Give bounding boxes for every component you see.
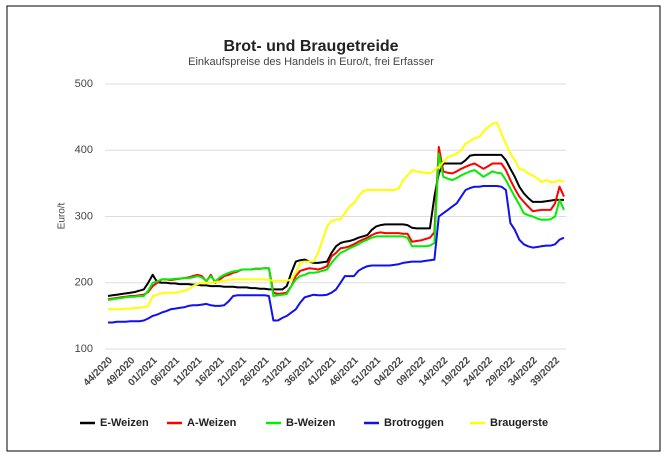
series-line bbox=[107, 152, 565, 301]
chart-title: Brot- und Braugetreide bbox=[223, 38, 398, 55]
frame bbox=[6, 5, 661, 452]
y-tick-label: 100 bbox=[75, 343, 93, 355]
series-line bbox=[108, 185, 565, 324]
chart-subtitle: Einkaufspreise des Handels in Euro/t, fr… bbox=[188, 56, 434, 68]
legend-label: A-Weizen bbox=[187, 417, 237, 429]
y-axis-label: Euro/t bbox=[57, 202, 68, 229]
y-tick-label: 200 bbox=[75, 277, 93, 289]
series-line bbox=[108, 121, 565, 311]
legend-label: B-Weizen bbox=[286, 417, 336, 429]
y-tick-label: 300 bbox=[75, 210, 93, 222]
legend-label: E-Weizen bbox=[100, 417, 149, 429]
legend-label: Brotroggen bbox=[384, 417, 444, 429]
y-tick-label: 400 bbox=[75, 144, 93, 156]
y-tick-label: 500 bbox=[75, 78, 93, 90]
legend-label: Braugerste bbox=[490, 417, 548, 429]
series-line bbox=[107, 153, 564, 297]
